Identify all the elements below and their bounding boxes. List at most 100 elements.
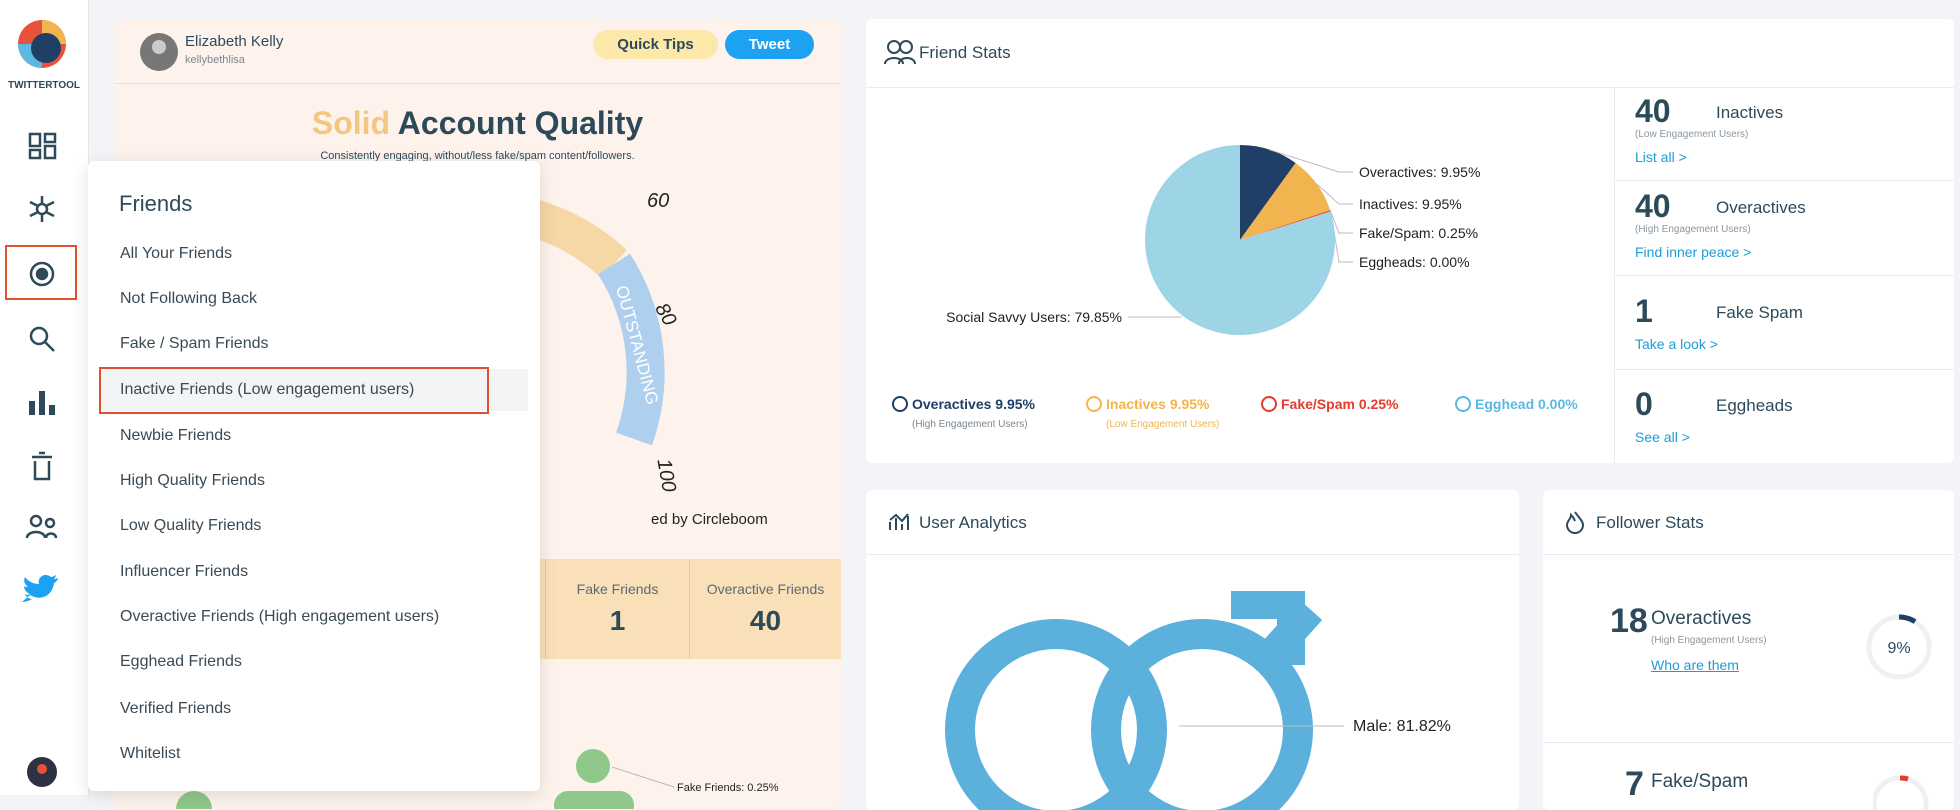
leader-line xyxy=(1329,210,1353,234)
legend-icon xyxy=(892,396,908,412)
follower-label: Overactives xyxy=(1651,608,1752,629)
follower-label: Fake/Spam xyxy=(1651,771,1749,792)
friend-stats-icon xyxy=(884,40,916,65)
percent-ring-2 xyxy=(1873,775,1929,810)
follower-count: 7 xyxy=(1625,765,1644,803)
card-title: Friend Stats xyxy=(919,43,1011,62)
gauge-tick: 100 xyxy=(652,457,679,494)
sidebar: TWITTERTOOL xyxy=(0,0,89,795)
leader-line xyxy=(1316,183,1353,205)
legend-icon xyxy=(1086,396,1102,412)
menu-item[interactable]: Verified Friends xyxy=(120,700,232,717)
pie-label: Fake/Spam: 0.25% xyxy=(1359,225,1478,241)
summary-label: Inactives xyxy=(1716,103,1784,122)
quick-tips-button[interactable]: Quick Tips xyxy=(593,30,718,59)
legend-label: Inactives 9.95% xyxy=(1106,396,1210,412)
menu-item[interactable]: Egghead Friends xyxy=(120,653,242,670)
divider xyxy=(1615,369,1954,370)
pie-slice xyxy=(1240,162,1331,240)
profile-name: Elizabeth Kelly xyxy=(185,33,284,50)
pie-slice xyxy=(1240,210,1331,240)
legend-label: Overactives 9.95% xyxy=(912,396,1036,412)
title-accent: Solid xyxy=(311,105,391,141)
pie-label: Eggheads: 0.00% xyxy=(1359,254,1470,270)
follower-stats-card: Follower Stats 18 Overactives (High Enga… xyxy=(1543,490,1954,810)
divider xyxy=(1615,180,1954,181)
friend-stats-card: Friend Stats Overactives: 9.95% Inactives… xyxy=(866,19,1954,463)
title-rest: Account Quality xyxy=(397,105,644,141)
stat-label: Fake Friends xyxy=(576,581,659,597)
card-title: User Analytics xyxy=(919,513,1027,532)
summary-link[interactable]: See all > xyxy=(1635,429,1690,445)
summary-count: 40 xyxy=(1635,188,1671,224)
summary-label: Eggheads xyxy=(1716,396,1793,415)
user-analytics-card: User Analytics Male: 81.82% xyxy=(866,490,1519,810)
friend-pie: Overactives: 9.95% Inactives: 9.95% Fake/S… xyxy=(892,145,1578,430)
follower-icon xyxy=(1565,511,1585,534)
pie-label: Overactives: 9.95% xyxy=(1359,164,1480,180)
menu-item[interactable]: Newbie Friends xyxy=(120,427,232,444)
follower-link[interactable]: Who are them xyxy=(1651,657,1739,673)
stat-label: Overactive Friends xyxy=(706,581,825,597)
stat-value: 40 xyxy=(749,605,782,636)
stat-value: 1 xyxy=(609,605,626,636)
pie-label: Social Savvy Users: 79.85% xyxy=(946,309,1122,325)
summary-sub: (Low Engagement Users) xyxy=(1635,129,1749,140)
logo xyxy=(18,20,66,68)
menu-item[interactable]: Whitelist xyxy=(120,745,181,762)
menu-item[interactable]: Low Quality Friends xyxy=(120,517,262,534)
tweet-button[interactable]: Tweet xyxy=(725,30,814,59)
legend-sub: (High Engagement Users) xyxy=(912,419,1028,430)
menu-item[interactable]: High Quality Friends xyxy=(120,472,265,489)
selected-item-outline xyxy=(99,367,489,414)
follower-sub: (High Engagement Users) xyxy=(1651,635,1767,646)
follower-count: 18 xyxy=(1610,602,1648,640)
pie-label: Inactives: 9.95% xyxy=(1359,196,1462,212)
user-avatar[interactable] xyxy=(26,756,58,788)
percent-arc xyxy=(1898,614,1917,624)
summary-label: Overactives xyxy=(1716,198,1806,217)
menu-item[interactable]: Fake / Spam Friends xyxy=(120,335,269,352)
summary-link[interactable]: List all > xyxy=(1635,149,1687,165)
legend-sub: (Low Engagement Users) xyxy=(1106,419,1219,430)
legend-label: Fake/Spam 0.25% xyxy=(1281,396,1399,412)
percent-ring: 9% xyxy=(1866,614,1932,680)
friends-menu: Friends All Your Friends Not Following Ba… xyxy=(88,161,540,791)
analytics-icon xyxy=(889,513,909,530)
gender-chart: Male: 81.82% xyxy=(945,591,1451,810)
menu-item[interactable]: Overactive Friends (High engagement user… xyxy=(120,608,440,625)
bottom-label: Fake Friends: 0.25% xyxy=(677,782,779,794)
summary-link[interactable]: Find inner peace > xyxy=(1635,244,1752,260)
menu-title: Friends xyxy=(119,191,193,216)
summary-count: 0 xyxy=(1635,386,1653,422)
menu-item[interactable]: All Your Friends xyxy=(120,245,233,262)
summary-count: 40 xyxy=(1635,93,1671,129)
pie-slice xyxy=(1145,145,1335,335)
male-label: Male: 81.82% xyxy=(1353,718,1451,735)
pie-slice xyxy=(1240,145,1296,240)
leader-line xyxy=(1269,149,1353,173)
summary-label: Fake Spam xyxy=(1716,303,1803,322)
legend-icon xyxy=(1455,396,1471,412)
quality-title: Solid Account Quality xyxy=(114,105,841,142)
menu-item[interactable]: Inactive Friends (Low engagement users) xyxy=(120,381,415,398)
summary-link[interactable]: Take a look > xyxy=(1635,336,1718,352)
selected-item-bg xyxy=(99,369,528,411)
summary-count: 1 xyxy=(1635,293,1653,329)
menu-item[interactable]: Influencer Friends xyxy=(120,563,249,580)
card-title: Follower Stats xyxy=(1596,513,1704,532)
brand: TWITTERTOOL xyxy=(7,80,81,91)
gauge-tick: 60 xyxy=(647,190,669,212)
divider xyxy=(1615,275,1954,276)
selected-nav[interactable] xyxy=(5,245,77,300)
menu-item[interactable]: Not Following Back xyxy=(120,290,257,307)
gauge-footer: ed by Circleboom xyxy=(651,511,768,528)
quality-subtitle: Consistently engaging, without/less fake… xyxy=(320,150,635,162)
summary-sub: (High Engagement Users) xyxy=(1635,224,1751,235)
profile-handle: kellybethlisa xyxy=(185,54,245,66)
legend-icon xyxy=(1261,396,1277,412)
percent-label: 9% xyxy=(1887,640,1910,657)
profile-avatar xyxy=(140,33,178,71)
nav-icons xyxy=(22,132,58,602)
